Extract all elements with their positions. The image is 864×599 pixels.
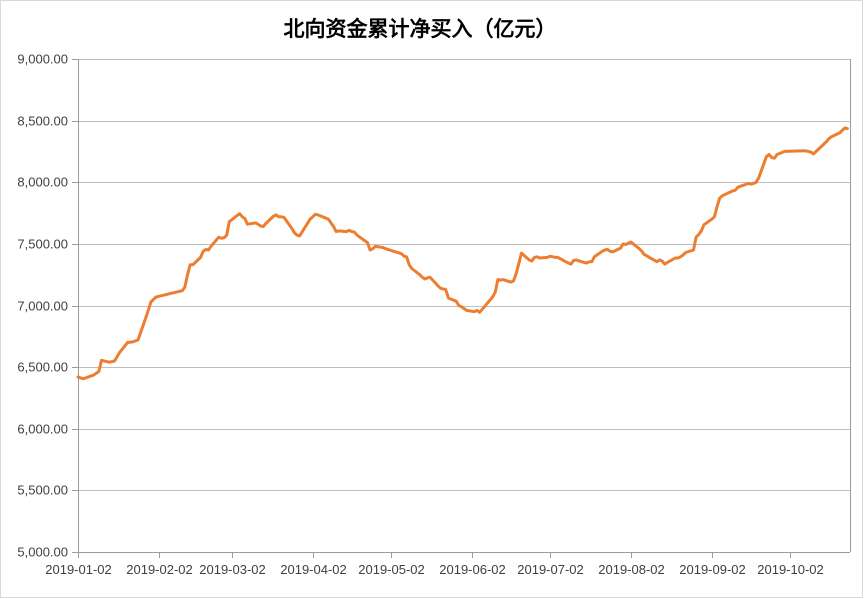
data-series-line xyxy=(76,126,849,381)
x-axis-tick-label: 2019-06-02 xyxy=(439,562,506,577)
x-axis-tick-label: 2019-04-02 xyxy=(280,562,347,577)
y-axis-tick-label: 7,000.00 xyxy=(17,299,68,314)
y-axis-tick-label: 6,000.00 xyxy=(17,422,68,437)
y-axis-tick-label: 9,000.00 xyxy=(17,52,68,67)
axis-labels: 5,000.00 5,500.00 6,000.00 6,500.00 7,000.00… xyxy=(17,52,823,578)
x-axis-tick-label: 2019-07-02 xyxy=(517,562,584,577)
x-axis-tick-label: 2019-03-02 xyxy=(199,562,266,577)
gridlines xyxy=(78,59,850,491)
y-axis-tick-label: 8,500.00 xyxy=(17,114,68,129)
x-axis-tick-label: 2019-01-02 xyxy=(45,562,112,577)
chart-title: 北向资金累计净买入（亿元） xyxy=(284,16,557,41)
y-axis-tick-label: 6,500.00 xyxy=(17,360,68,375)
y-axis-tick-label: 7,500.00 xyxy=(17,237,68,252)
x-axis-tick-label: 2019-10-02 xyxy=(757,562,824,577)
x-axis-tick-label: 2019-09-02 xyxy=(679,562,746,577)
y-axis-tick-label: 5,000.00 xyxy=(17,545,68,560)
axes xyxy=(72,59,851,558)
x-axis-tick-label: 2019-08-02 xyxy=(598,562,665,577)
x-axis-tick-label: 2019-05-02 xyxy=(358,562,425,577)
x-axis-tick-label: 2019-02-02 xyxy=(126,562,193,577)
y-axis-tick-label: 8,000.00 xyxy=(17,175,68,190)
y-axis-tick-label: 5,500.00 xyxy=(17,483,68,498)
